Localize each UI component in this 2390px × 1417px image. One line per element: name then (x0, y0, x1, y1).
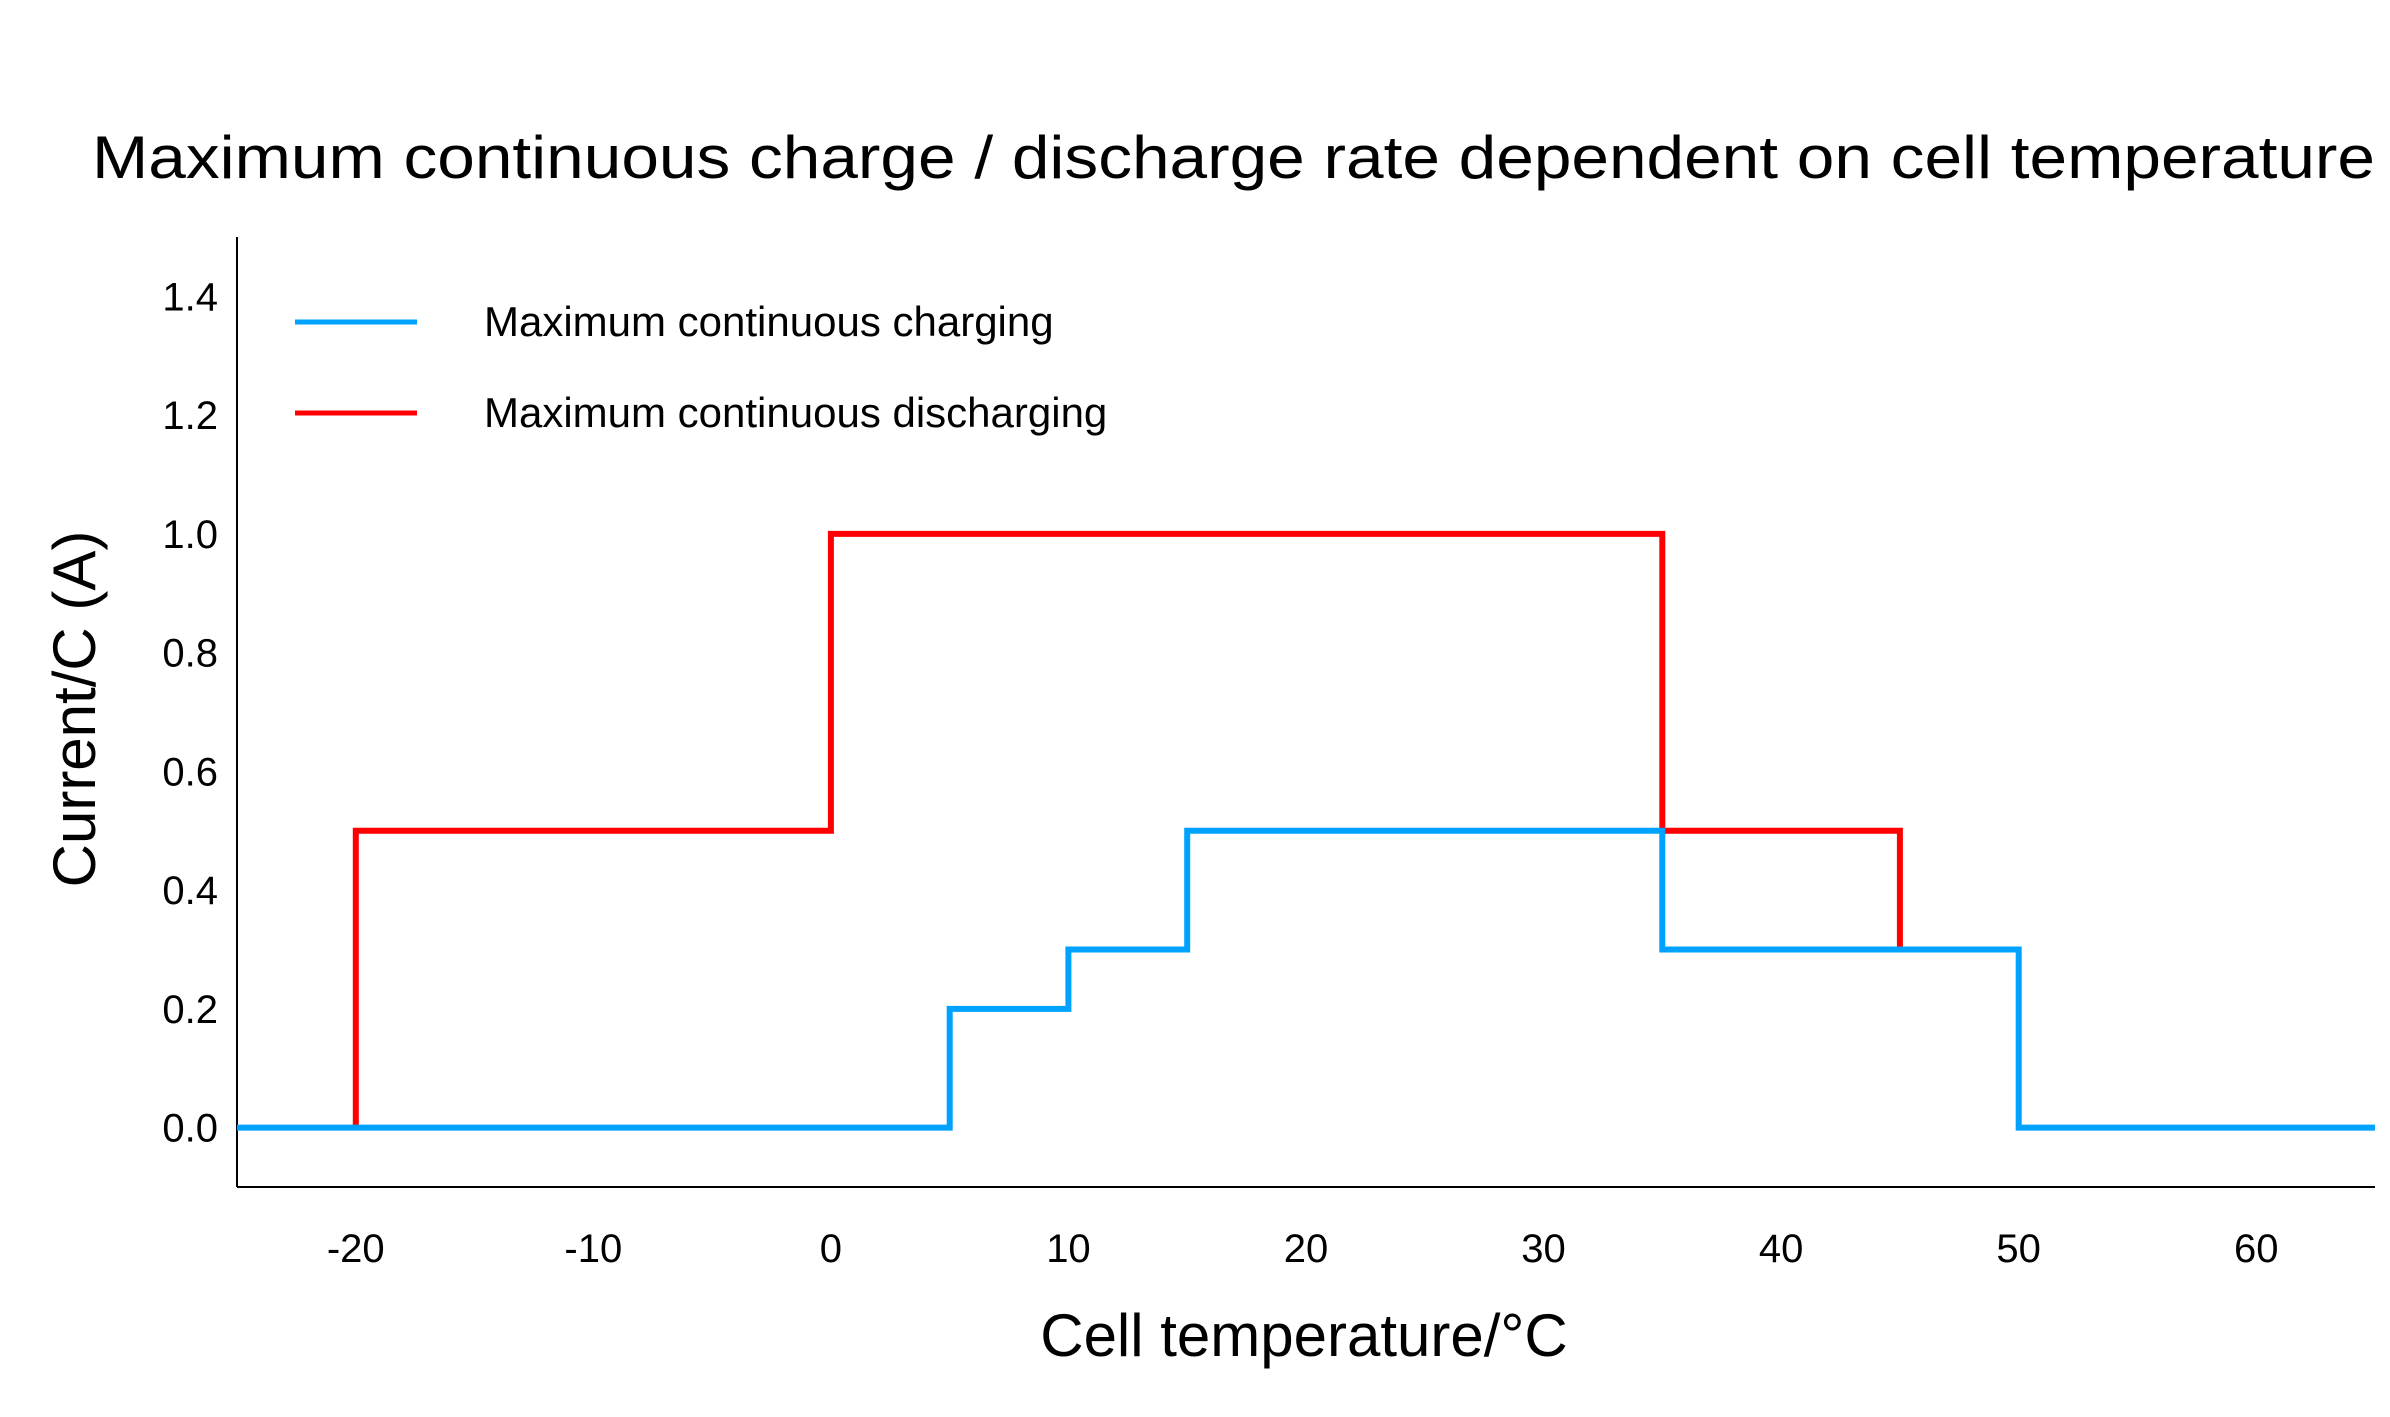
y-tick-label: 0.2 (162, 988, 218, 1032)
x-tick-label: -20 (327, 1227, 385, 1271)
y-tick-label: 1.2 (162, 394, 218, 438)
x-tick-label: 10 (1046, 1227, 1091, 1271)
x-ticks: -20 -10 0 10 20 30 40 50 60 (327, 1227, 2279, 1271)
y-tick-label: 0.6 (162, 750, 218, 794)
y-tick-label: 0.8 (162, 632, 218, 676)
x-tick-label: 20 (1284, 1227, 1329, 1271)
y-tick-label: 0.4 (162, 869, 218, 913)
x-tick-label: 40 (1759, 1227, 1804, 1271)
x-tick-label: -10 (564, 1227, 622, 1271)
y-tick-label: 1.4 (162, 275, 218, 319)
series (237, 530, 2375, 1131)
legend-label-discharging: Maximum continuous discharging (484, 389, 1107, 436)
chart-title: Maximum continuous charge / discharge ra… (92, 124, 2375, 191)
y-tick-label: 0.0 (162, 1107, 218, 1151)
series-line-charging (237, 827, 2375, 1131)
x-tick-label: 50 (1996, 1227, 2041, 1271)
y-ticks: 0.0 0.2 0.4 0.6 0.8 1.0 1.2 1.4 (162, 275, 218, 1150)
x-tick-label: 0 (820, 1227, 842, 1271)
legend-label-charging: Maximum continuous charging (484, 298, 1054, 345)
series-line-discharging (352, 530, 1903, 1128)
x-tick-label: 30 (1521, 1227, 1566, 1271)
x-axis-label: Cell temperature/°C (1040, 1302, 1568, 1369)
x-tick-label: 60 (2234, 1227, 2279, 1271)
y-axis-label: Current/C (A) (41, 531, 108, 888)
y-tick-label: 1.0 (162, 513, 218, 557)
legend: Maximum continuous charging Maximum cont… (295, 298, 1107, 436)
